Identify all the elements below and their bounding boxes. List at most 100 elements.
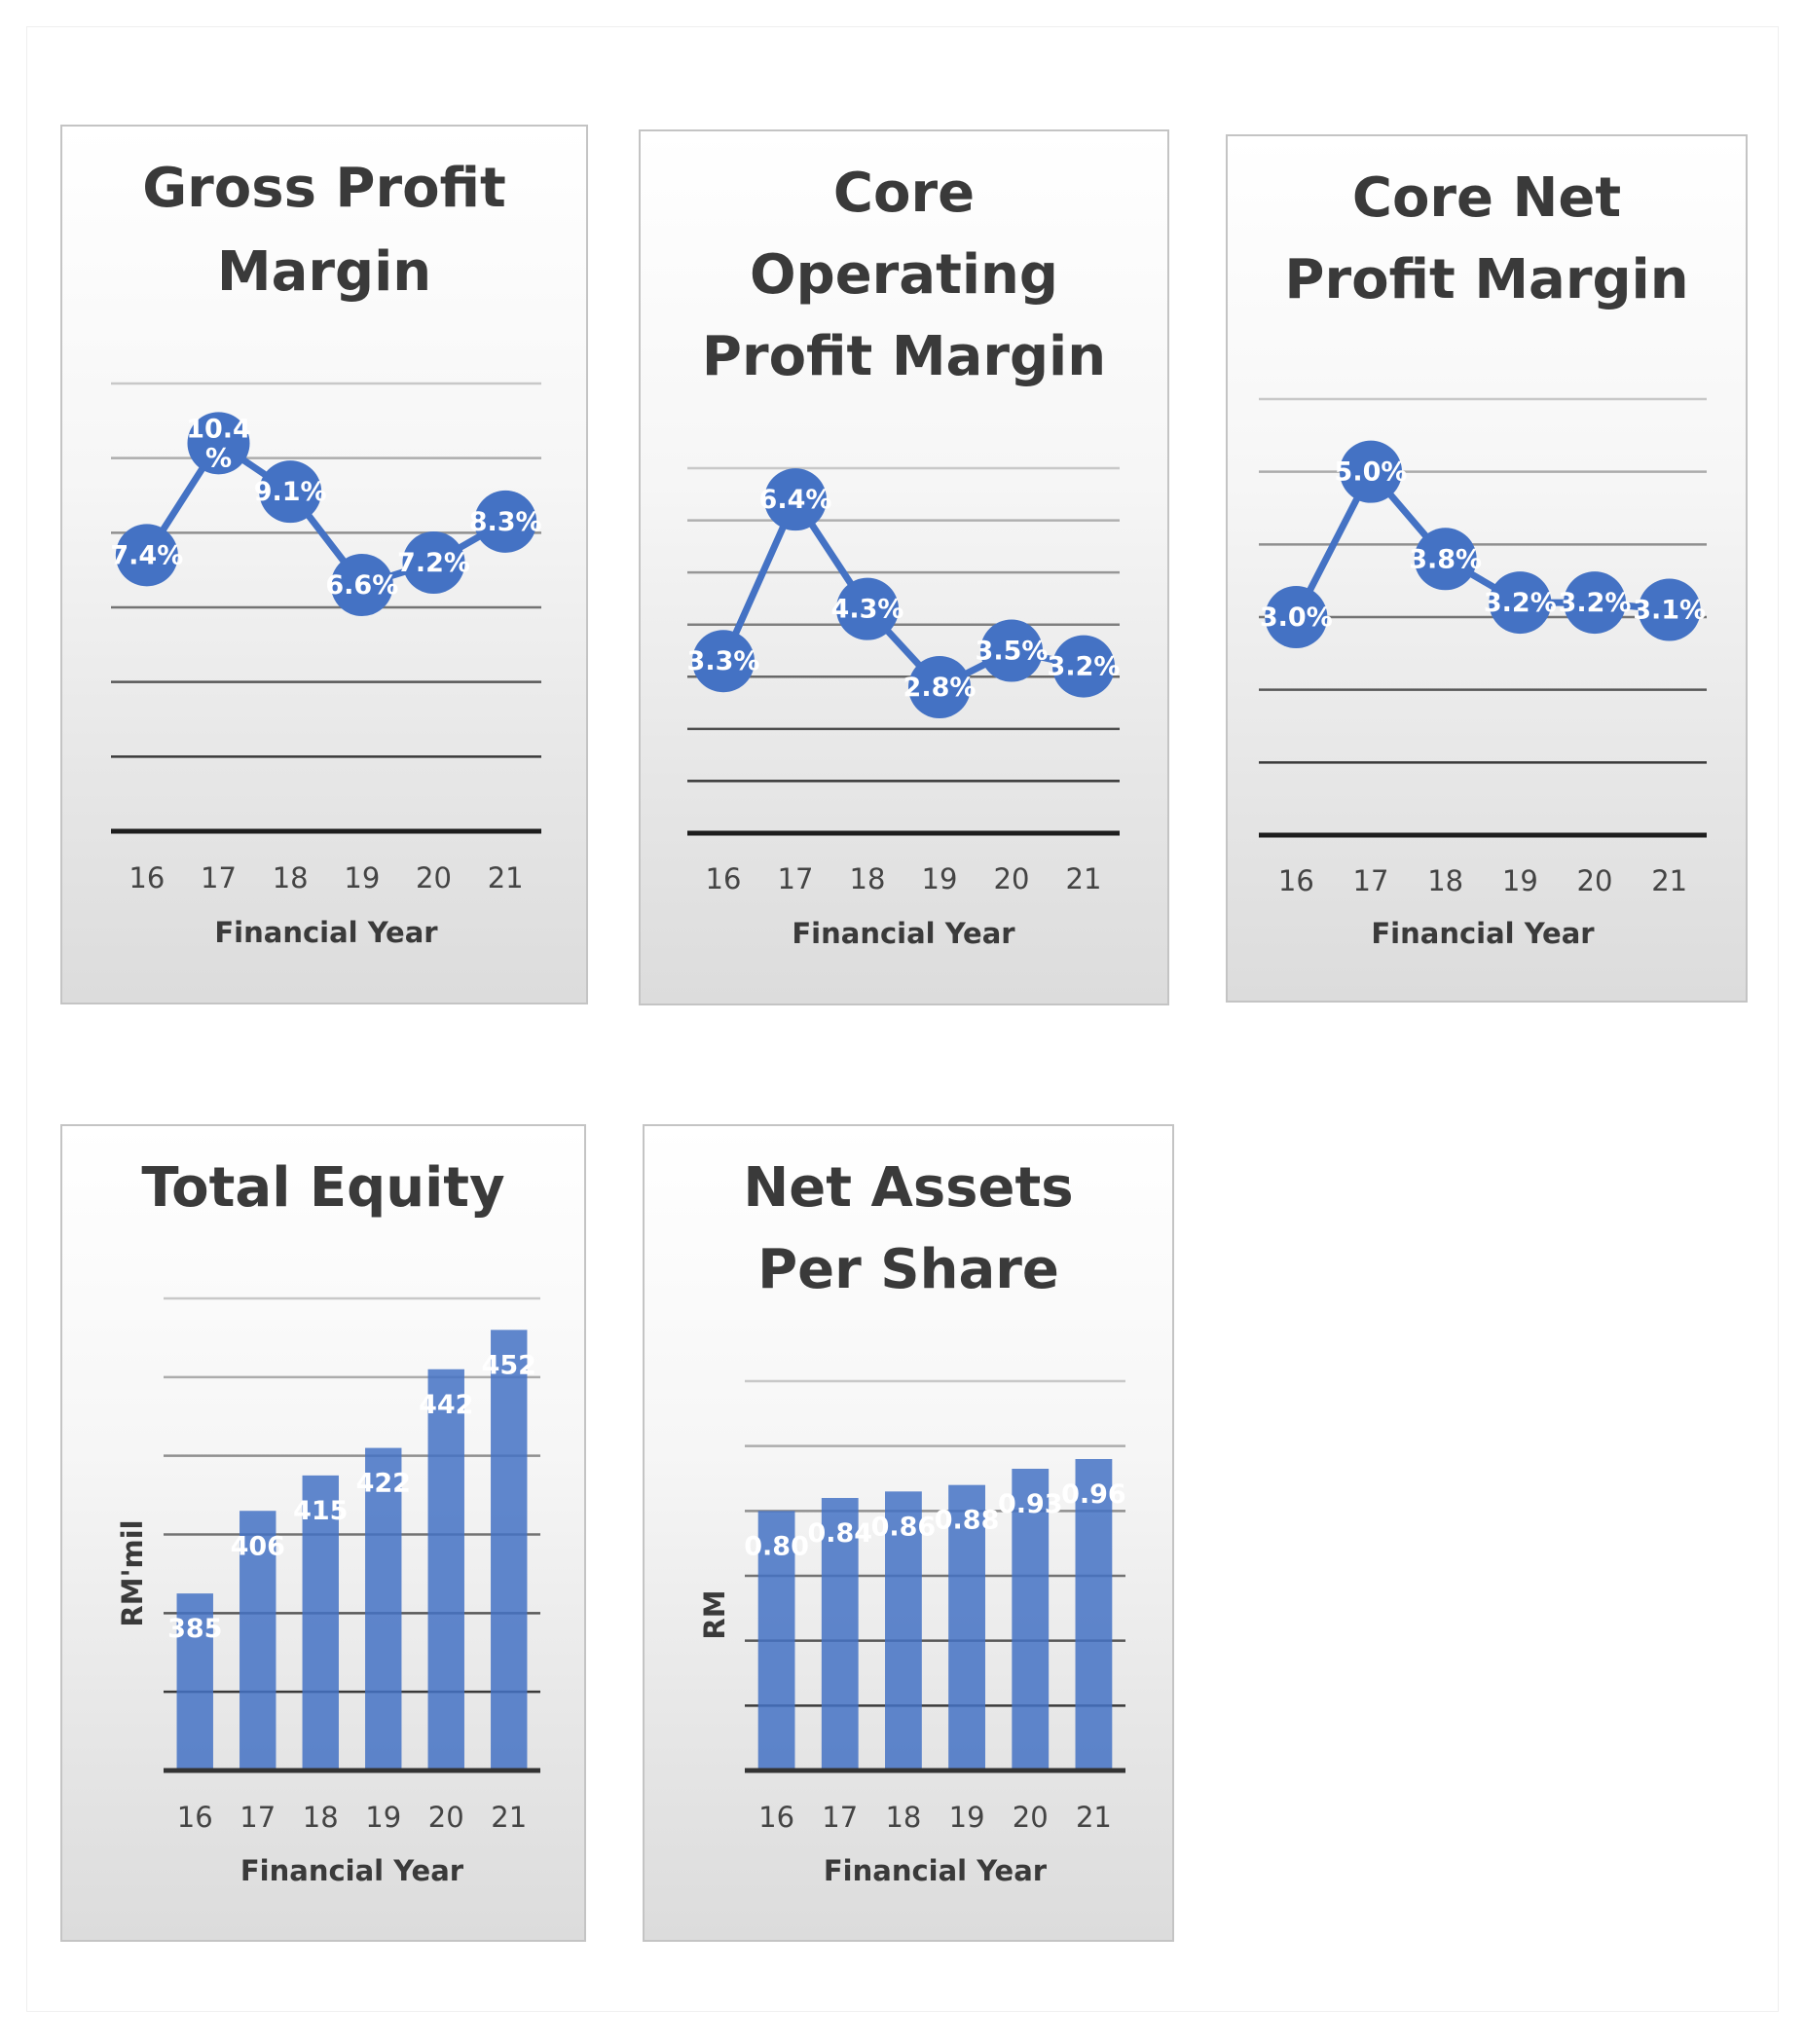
bar xyxy=(821,1498,859,1770)
data-label: 452 xyxy=(482,1350,536,1380)
chart-svg: Core Operating Profit Margin 16 17 18 19 20 21 Fi… xyxy=(687,162,1121,950)
x-tick-label: 20 xyxy=(428,1801,464,1834)
data-point xyxy=(1052,635,1115,698)
x-tick-label: 17 xyxy=(778,862,814,895)
data-point xyxy=(1414,528,1477,591)
chart-svg: Net Assets Per Share 16 17 18 19 20 21 Financial… xyxy=(698,1156,1126,1887)
x-tick-label: 17 xyxy=(1353,864,1389,897)
data-point xyxy=(402,531,465,594)
chart-title: Per Share xyxy=(757,1238,1059,1301)
data-label: 7.2% xyxy=(397,548,470,578)
data-label: 0.84 xyxy=(807,1518,872,1549)
chart-title: Operating xyxy=(750,243,1058,307)
x-tick-label: 20 xyxy=(994,862,1030,895)
chart-svg: Core Net Profit Margin 16 17 18 19 20 21 Financi… xyxy=(1259,166,1707,950)
x-tick-label: 19 xyxy=(1502,864,1538,897)
x-tick-label: 20 xyxy=(1013,1801,1049,1834)
x-tick-label: 19 xyxy=(949,1801,985,1834)
data-label: 442 xyxy=(419,1390,473,1420)
x-tick-label: 16 xyxy=(129,861,165,894)
data-point xyxy=(259,460,322,524)
chart-svg: Gross Profit Margin 16 17 18 19 20 21 Financial … xyxy=(110,157,542,949)
data-label: 422 xyxy=(356,1469,411,1499)
data-point xyxy=(187,412,250,475)
data-point xyxy=(1265,586,1328,648)
chart-title: Net Assets xyxy=(743,1156,1073,1220)
bar xyxy=(757,1511,795,1770)
x-axis-title: Financial Year xyxy=(792,917,1015,950)
data-label: 10.4 xyxy=(186,414,251,444)
x-axis-title: Financial Year xyxy=(824,1854,1048,1887)
x-tick-label: 21 xyxy=(488,861,524,894)
x-tick-label: 21 xyxy=(491,1801,527,1834)
data-label: 6.4% xyxy=(759,485,832,515)
data-label: 3.2% xyxy=(1559,588,1632,618)
bar xyxy=(365,1447,402,1770)
data-label: 4.3% xyxy=(831,595,904,625)
total-equity-chart: Total Equity 16 17 18 19 20 21 Financial Year RM… xyxy=(60,1124,586,1942)
x-axis-title: Financial Year xyxy=(1371,917,1595,950)
bar xyxy=(948,1484,985,1770)
data-label: 2.8% xyxy=(903,673,977,703)
bar xyxy=(427,1369,464,1770)
data-point xyxy=(692,630,755,693)
data-label: 415 xyxy=(293,1496,348,1526)
net-assets-per-share-chart: Net Assets Per Share 16 17 18 19 20 21 Financial… xyxy=(643,1124,1174,1942)
bar xyxy=(491,1330,528,1770)
data-label: 8.3% xyxy=(469,507,542,537)
x-tick-label: 20 xyxy=(1577,864,1613,897)
x-axis-title: Financial Year xyxy=(214,916,438,949)
chart-title: Gross Profit xyxy=(142,157,506,220)
chart-title: Core Net xyxy=(1352,166,1621,230)
core-net-profit-margin-chart: Core Net Profit Margin 16 17 18 19 20 21 Financi… xyxy=(1226,134,1748,1003)
bar xyxy=(1012,1469,1050,1770)
data-label: 0.96 xyxy=(1061,1479,1126,1510)
data-label: 5.0% xyxy=(1335,457,1408,488)
data-point xyxy=(1489,571,1552,635)
data-label: 0.88 xyxy=(935,1506,1000,1536)
x-tick-label: 17 xyxy=(822,1801,858,1834)
x-tick-label: 18 xyxy=(273,861,309,894)
bar xyxy=(302,1475,339,1770)
x-tick-label: 19 xyxy=(922,862,958,895)
x-tick-label: 16 xyxy=(758,1801,794,1834)
data-label: 3.5% xyxy=(976,637,1049,667)
data-label: % xyxy=(205,443,232,473)
x-tick-label: 16 xyxy=(177,1801,213,1834)
data-point xyxy=(980,619,1043,682)
x-tick-label: 20 xyxy=(416,861,452,894)
data-point xyxy=(764,468,827,531)
bar xyxy=(885,1491,922,1770)
chart-svg: Total Equity 16 17 18 19 20 21 Financial Year RM… xyxy=(116,1156,540,1887)
x-tick-label: 18 xyxy=(850,862,886,895)
gross-profit-margin-chart: Gross Profit Margin 16 17 18 19 20 21 Financial … xyxy=(60,125,588,1004)
x-tick-label: 19 xyxy=(344,861,380,894)
data-point xyxy=(330,554,393,616)
x-tick-label: 21 xyxy=(1651,864,1687,897)
x-tick-label: 16 xyxy=(1278,864,1314,897)
bar xyxy=(176,1593,213,1770)
x-tick-label: 18 xyxy=(303,1801,339,1834)
y-axis-title: RM'mil xyxy=(116,1519,149,1626)
chart-title: Profit Margin xyxy=(702,325,1106,388)
data-point xyxy=(836,577,899,640)
x-tick-label: 18 xyxy=(1427,864,1463,897)
data-label: 0.80 xyxy=(744,1531,809,1561)
x-axis-title: Financial Year xyxy=(240,1854,464,1887)
data-label: 6.6% xyxy=(325,570,398,601)
data-label: 3.0% xyxy=(1260,602,1333,633)
bar xyxy=(1075,1459,1113,1770)
chart-title: Profit Margin xyxy=(1284,248,1688,311)
figure-frame xyxy=(26,26,1779,2012)
data-label: 3.2% xyxy=(1484,588,1557,618)
data-point xyxy=(115,524,178,587)
x-tick-label: 18 xyxy=(885,1801,921,1834)
chart-title: Core xyxy=(833,162,975,225)
x-tick-label: 21 xyxy=(1076,1801,1112,1834)
data-label: 3.8% xyxy=(1409,544,1482,574)
data-point xyxy=(474,490,537,553)
data-label: 7.4% xyxy=(110,540,183,570)
data-label: 385 xyxy=(167,1614,222,1644)
x-tick-label: 19 xyxy=(365,1801,401,1834)
y-axis-title: RM xyxy=(698,1589,731,1639)
